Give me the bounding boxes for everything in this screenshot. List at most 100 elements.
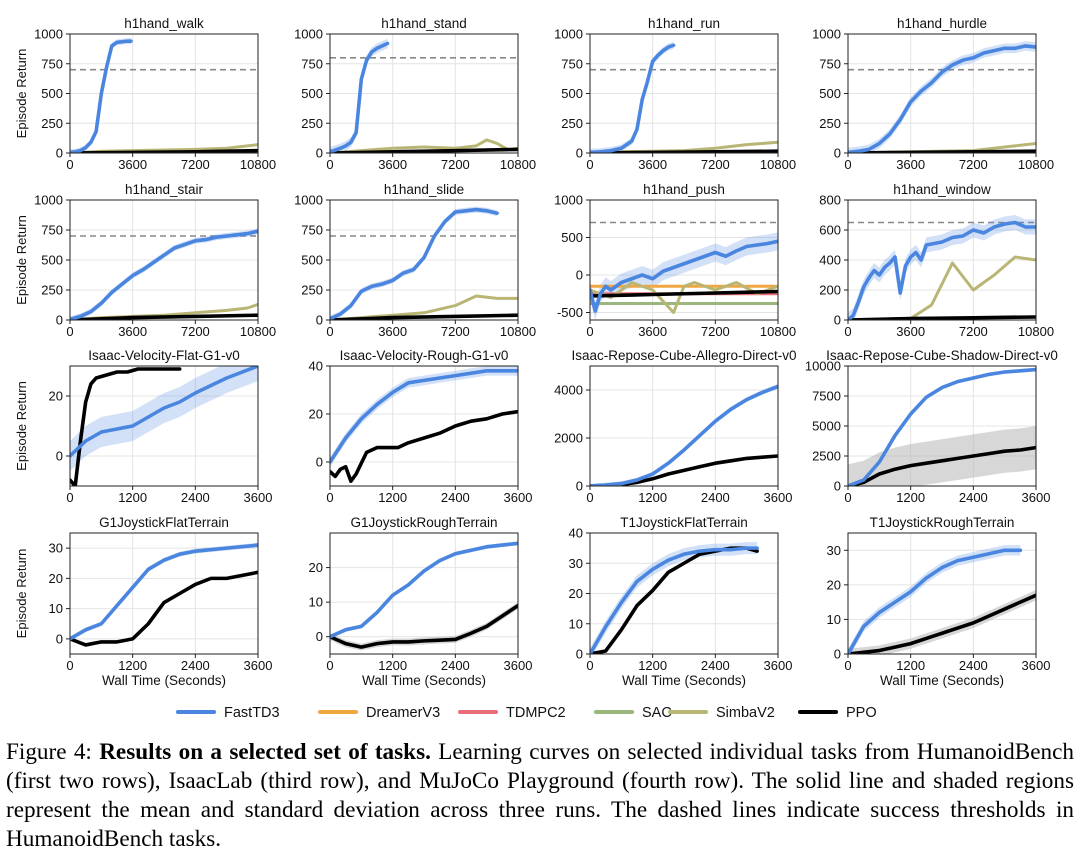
chart-panel: 0 1200 2400 3600 0 10 20 G1JoystickRoughTerrain… xyxy=(309,515,533,688)
series-line-fasttd3 xyxy=(590,239,778,313)
x-tick-label: 1200 xyxy=(378,658,407,673)
x-tick-label: 3600 xyxy=(118,157,147,172)
x-tick-label: 3600 xyxy=(504,658,533,673)
series-group xyxy=(590,41,778,153)
series-group xyxy=(330,38,518,153)
x-tick-label: 3600 xyxy=(378,324,407,339)
series-group xyxy=(330,206,518,320)
series-line-fasttd3 xyxy=(590,384,778,486)
y-tick-label: 1000 xyxy=(554,193,583,208)
chart-panel: 0 1200 2400 3600 0 2000 4000 Isaac-Repose-Cube-… xyxy=(554,348,796,505)
y-tick-label: 0 xyxy=(834,146,841,161)
legend-label-simbav2: SimbaV2 xyxy=(716,705,775,721)
x-tick-label: 3600 xyxy=(896,157,925,172)
legend: FastTD3 DreamerV3 TDMPC2 SAC SimbaV2 PPO xyxy=(176,705,877,721)
y-tick-label: 4000 xyxy=(554,383,583,398)
std-band-ppo xyxy=(848,590,1036,654)
x-tick-label: 1200 xyxy=(118,490,147,505)
legend-label-fasttd3: FastTD3 xyxy=(224,705,280,721)
x-tick-label: 1200 xyxy=(896,658,925,673)
y-tick-label: 1000 xyxy=(34,27,63,42)
x-tick-label: 1200 xyxy=(638,490,667,505)
series-group xyxy=(590,384,778,486)
y-tick-label: 250 xyxy=(41,283,63,298)
chart-panel: 0 3600 7200 10800 0 250 500 750 1000 h1hand_stair… xyxy=(14,182,276,339)
y-tick-label: 40 xyxy=(569,526,583,541)
chart-title: T1JoystickFlatTerrain xyxy=(620,515,748,530)
series-line-simbav2 xyxy=(590,281,778,314)
y-tick-label: 500 xyxy=(41,86,63,101)
series-line-ppo xyxy=(848,593,1036,654)
y-tick-label: 40 xyxy=(309,359,323,374)
y-tick-label: 1000 xyxy=(294,27,323,42)
y-tick-label: 200 xyxy=(819,283,841,298)
x-tick-label: 2400 xyxy=(181,490,210,505)
y-tick-label: 1000 xyxy=(554,27,583,42)
caption-prefix: Figure 4: xyxy=(6,739,100,765)
x-tick-label: 0 xyxy=(844,324,851,339)
series-line-ppo xyxy=(70,313,258,320)
caption-rest: Learning curves on selected individual t… xyxy=(6,739,1075,852)
x-tick-label: 7200 xyxy=(959,157,988,172)
chart-title: h1hand_stair xyxy=(125,182,204,197)
chart-panel: 0 3600 7200 10800 0 250 500 750 1000 h1hand_hurdl… xyxy=(812,16,1054,172)
y-tick-label: 20 xyxy=(827,577,841,592)
y-tick-label: 400 xyxy=(819,253,841,268)
x-axis-label: Wall Time (Seconds) xyxy=(622,673,746,688)
y-tick-label: 20 xyxy=(309,407,323,422)
y-tick-label: 0 xyxy=(316,146,323,161)
y-tick-label: 10 xyxy=(569,616,583,631)
chart-panel: 0 1200 2400 3600 0 20 40 Isaac-Velocity-Rough-G… xyxy=(309,348,533,505)
x-tick-label: 7200 xyxy=(959,324,988,339)
x-tick-label: 3600 xyxy=(118,324,147,339)
chart-panel: 0 1200 2400 3600 0 10 20 30 T1JoystickRoughTerra… xyxy=(827,515,1051,688)
legend-label-ppo: PPO xyxy=(846,705,877,721)
y-tick-label: 750 xyxy=(301,223,323,238)
chart-panel: 0 3600 7200 10800 0 250 500 750 1000 h1hand_stand xyxy=(294,16,536,172)
chart-title: h1hand_run xyxy=(648,16,720,31)
series-line-ppo xyxy=(330,409,518,484)
y-tick-label: 10000 xyxy=(805,359,841,374)
legend-label-tdmpc2: TDMPC2 xyxy=(506,705,566,721)
y-tick-label: 750 xyxy=(41,56,63,71)
x-tick-label: 10800 xyxy=(760,324,796,339)
chart-panel: 0 3600 7200 10800 0 250 500 750 1000 h1hand_run xyxy=(554,16,796,172)
y-axis-label: Episode Return xyxy=(14,549,29,639)
chart-panel: 0 3600 7200 10800 0 250 500 750 1000 h1hand_slide xyxy=(294,182,536,339)
legend-label-sac: SAC xyxy=(642,705,672,721)
x-tick-label: 0 xyxy=(844,658,851,673)
series-group xyxy=(330,541,518,651)
chart-title: G1JoystickRoughTerrain xyxy=(350,515,497,530)
x-tick-label: 3600 xyxy=(638,157,667,172)
y-tick-label: 250 xyxy=(819,116,841,131)
std-band-fasttd3 xyxy=(70,366,258,471)
x-tick-label: 2400 xyxy=(701,658,730,673)
y-tick-label: 500 xyxy=(301,86,323,101)
y-tick-label: 0 xyxy=(316,313,323,328)
chart-title: h1hand_slide xyxy=(384,182,464,197)
series-group xyxy=(590,542,759,654)
x-tick-label: 0 xyxy=(844,490,851,505)
y-tick-label: 250 xyxy=(301,283,323,298)
legend-label-dreamerv3: DreamerV3 xyxy=(366,705,440,721)
series-line-fasttd3 xyxy=(70,39,133,153)
y-tick-label: 7500 xyxy=(812,389,841,404)
x-tick-label: 0 xyxy=(326,324,333,339)
x-tick-label: 3600 xyxy=(1022,490,1051,505)
x-tick-label: 0 xyxy=(66,490,73,505)
y-tick-label: 0 xyxy=(576,146,583,161)
series-line-ppo xyxy=(848,315,1036,320)
x-tick-label: 0 xyxy=(586,490,593,505)
chart-title: Isaac-Velocity-Flat-G1-v0 xyxy=(88,348,240,363)
chart-panel: 0 1200 2400 3600 0 10 20 30 40 T1JoystickFlatTerr… xyxy=(569,515,793,688)
y-tick-label: 600 xyxy=(819,223,841,238)
y-tick-label: 5000 xyxy=(812,419,841,434)
x-tick-label: 10800 xyxy=(500,157,536,172)
series-group xyxy=(848,41,1036,153)
chart-title: T1JoystickRoughTerrain xyxy=(870,515,1015,530)
series-line-simbav2 xyxy=(848,255,1036,320)
chart-title: h1hand_stand xyxy=(381,16,467,31)
y-tick-label: 2500 xyxy=(812,449,841,464)
x-tick-label: 3600 xyxy=(1022,658,1051,673)
y-tick-label: 10 xyxy=(827,612,841,627)
